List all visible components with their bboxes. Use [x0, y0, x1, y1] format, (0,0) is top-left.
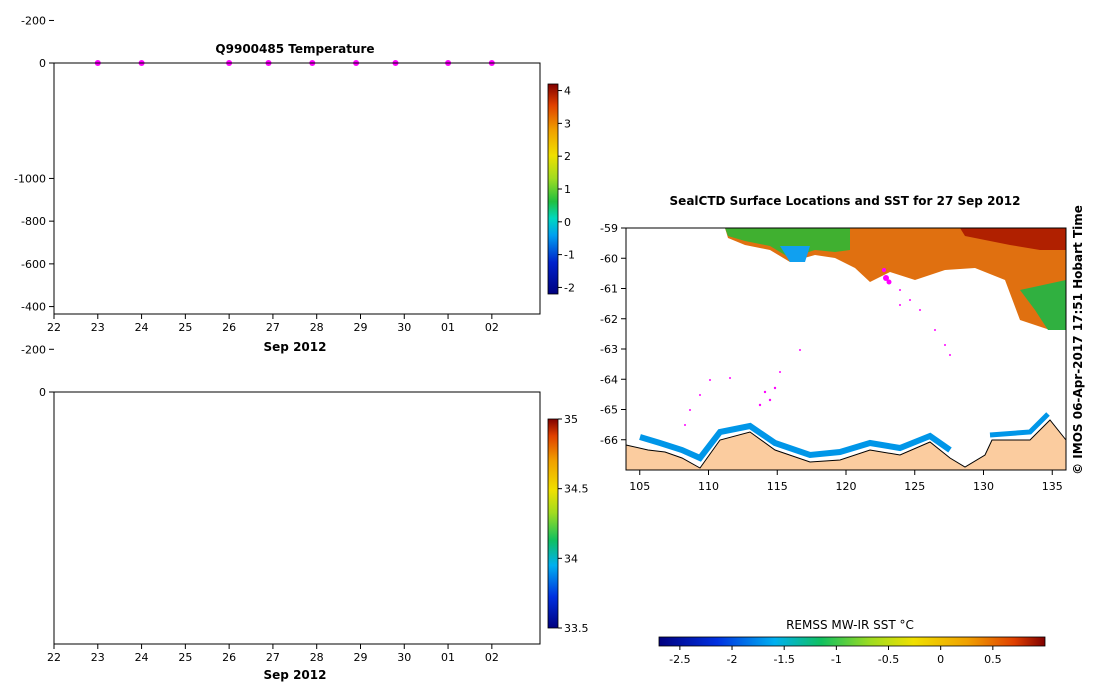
sst-field-north-green: [725, 228, 850, 258]
map-y-tick-label: -64: [600, 373, 618, 386]
salinity-plot-frame: [53, 391, 541, 645]
sst-ice-edge-band: [639, 422, 952, 462]
x-tick-label: 28: [310, 321, 324, 334]
sst-field-north-blue: [780, 246, 810, 262]
map-x-tick-label: 130: [973, 480, 994, 493]
map-content: [625, 228, 1067, 470]
map-x-tick-label: 110: [698, 480, 719, 493]
colorbar-tick-label: 1: [564, 183, 571, 196]
x-tick-label: 02: [485, 651, 499, 664]
x-tick-label: 27: [266, 321, 280, 334]
sst-colorbar-ticks: -2.5 -2 -1.5 -1 -0.5 0 0.5: [669, 646, 1002, 666]
x-tick-label: 02: [485, 321, 499, 334]
sst-colorbar-tick-label: -0.5: [878, 653, 899, 666]
x-tick-label: 25: [178, 651, 192, 664]
colorbar-tick-label: 34: [564, 552, 578, 565]
x-tick-label: 26: [222, 321, 236, 334]
x-tick-label: 23: [91, 651, 105, 664]
map-y-tick-label: -59: [600, 222, 618, 235]
colorbar-tick-label: 35: [564, 413, 578, 426]
sst-map-panel: SealCTD Surface Locations and SST for 27…: [600, 194, 1067, 666]
map-x-tick-label: 125: [904, 480, 925, 493]
sst-colorbar-label: REMSS MW-IR SST °C: [786, 618, 914, 632]
y-tick-label: -200: [21, 14, 46, 27]
sst-field-north-hot: [960, 228, 1066, 250]
temperature-colorbar-ticks: 4 3 2 1 0 -1 -2: [558, 85, 575, 294]
sst-field-east-green: [1020, 280, 1066, 330]
y-tick-label: -1000: [14, 172, 46, 185]
sst-colorbar-tick-label: -1.5: [773, 653, 794, 666]
temperature-x-label: Sep 2012: [264, 340, 327, 354]
temperature-section-panel: Q9900485 Temperature 0 -200 -400 -600 -800 -1…: [21, 14, 575, 354]
x-tick-label: 27: [266, 651, 280, 664]
colorbar-tick-label: 0: [564, 216, 571, 229]
x-tick-label: 30: [397, 651, 411, 664]
x-tick-label: 24: [135, 651, 149, 664]
map-x-tick-label: 115: [767, 480, 788, 493]
timestamp-label: © IMOS 06-Apr-2017 17:51 Hobart Time: [1071, 205, 1085, 475]
colorbar-tick-label: 2: [564, 150, 571, 163]
colorbar-tick-label: -2: [564, 281, 575, 294]
y-tick-label: -600: [21, 258, 46, 271]
temperature-plot-frame: [53, 62, 541, 315]
sst-colorbar-tick-label: -1: [831, 653, 842, 666]
temperature-y-axis: 0-200-400-600-800-1000: [21, 14, 54, 70]
sst-colorbar-tick-label: 0.5: [984, 653, 1002, 666]
y-tick-label: 0: [39, 386, 46, 399]
coastline: [625, 419, 1067, 469]
salinity-x-label: Sep 2012: [264, 668, 327, 682]
colorbar-tick-label: 4: [564, 85, 571, 98]
colorbar-tick-label: 33.5: [564, 622, 589, 635]
map-x-axis: 105 110 115 120 125 130 135: [629, 470, 1063, 493]
x-tick-label: 26: [222, 651, 236, 664]
map-x-tick-label: 105: [629, 480, 650, 493]
map-y-tick-label: -61: [600, 283, 618, 296]
map-y-tick-label: -65: [600, 404, 618, 417]
temperature-x-axis: 22 23 24 25 26 27 28 29 30 01 02: [47, 314, 499, 334]
sst-field-north: [725, 228, 1066, 330]
colorbar-tick-label: -1: [564, 249, 575, 262]
x-tick-label: 29: [353, 651, 367, 664]
seal-surface-locations: [684, 268, 951, 426]
y-tick-label: -400: [21, 301, 46, 314]
map-y-tick-label: -66: [600, 434, 618, 447]
x-tick-label: 22: [47, 651, 61, 664]
temperature-title: Q9900485 Temperature: [215, 42, 374, 56]
salinity-colorbar: [547, 418, 559, 629]
sst-colorbar-tick-label: -2: [727, 653, 738, 666]
sst-colorbar-tick-label: 0: [937, 653, 944, 666]
x-tick-label: 25: [178, 321, 192, 334]
temperature-colorbar: [547, 83, 559, 295]
x-tick-label: 30: [397, 321, 411, 334]
salinity-colorbar-ticks: 35 34.5 34 33.5: [558, 413, 589, 635]
map-x-tick-label: 120: [836, 480, 857, 493]
map-y-tick-label: -62: [600, 313, 618, 326]
map-x-tick-label: 135: [1042, 480, 1063, 493]
map-y-tick-label: -60: [600, 252, 618, 265]
y-tick-label: -800: [21, 215, 46, 228]
y-tick-label: 0: [39, 57, 46, 70]
x-tick-label: 29: [353, 321, 367, 334]
colorbar-tick-label: 34.5: [564, 483, 589, 496]
salinity-section-panel: 0 -200 -400 -600 -800 -1000 22 23 24 25 26 27 28 29 3…: [14, 172, 588, 682]
x-tick-label: 28: [310, 651, 324, 664]
x-tick-label: 23: [91, 321, 105, 334]
sst-colorbar: [658, 636, 1046, 647]
sst-colorbar-tick-label: -2.5: [669, 653, 690, 666]
x-tick-label: 01: [441, 651, 455, 664]
y-tick-label: -200: [21, 343, 46, 356]
salinity-y-axis: 0 -200 -400 -600 -800 -1000: [14, 172, 54, 399]
map-y-tick-label: -63: [600, 343, 618, 356]
map-title: SealCTD Surface Locations and SST for 27…: [670, 194, 1021, 208]
colorbar-tick-label: 3: [564, 117, 571, 130]
sst-ice-edge-band-east: [989, 412, 1050, 438]
map-y-axis: -59 -60 -61 -62 -63 -64 -65 -66: [600, 222, 626, 447]
salinity-x-axis: 22 23 24 25 26 27 28 29 30 01 02: [47, 644, 499, 664]
x-tick-label: 22: [47, 321, 61, 334]
antarctic-land: [626, 420, 1066, 470]
x-tick-label: 24: [135, 321, 149, 334]
x-tick-label: 01: [441, 321, 455, 334]
